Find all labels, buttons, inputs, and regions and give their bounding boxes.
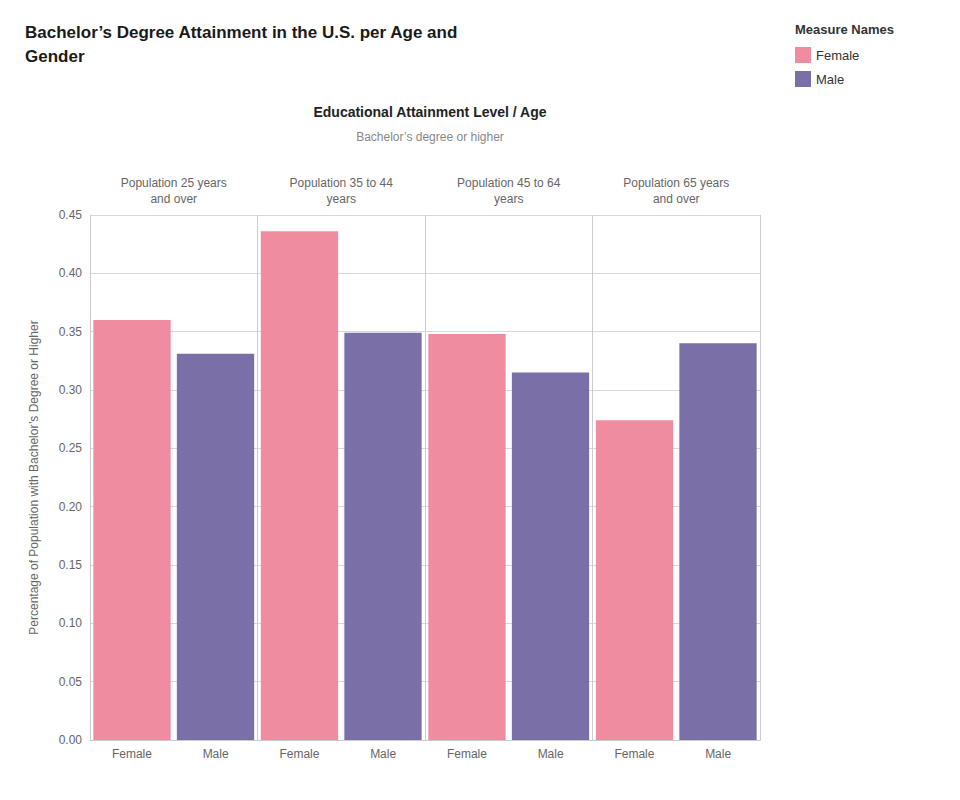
svg-text:0.00: 0.00	[59, 733, 83, 747]
svg-text:Gender: Gender	[25, 47, 85, 66]
svg-text:Population 65 years: Population 65 years	[623, 176, 729, 190]
svg-text:Male: Male	[816, 72, 844, 87]
svg-text:0.25: 0.25	[59, 441, 83, 455]
svg-text:Male: Male	[538, 747, 564, 761]
svg-text:0.30: 0.30	[59, 383, 83, 397]
svg-text:Measure Names: Measure Names	[795, 22, 894, 37]
svg-text:0.10: 0.10	[59, 616, 83, 630]
svg-text:Male: Male	[705, 747, 731, 761]
svg-text:Population 45 to 64: Population 45 to 64	[457, 176, 561, 190]
svg-text:Population 35 to 44: Population 35 to 44	[290, 176, 394, 190]
svg-text:Female: Female	[447, 747, 487, 761]
svg-text:years: years	[327, 192, 356, 206]
svg-text:Female: Female	[816, 48, 859, 63]
svg-text:Female: Female	[614, 747, 654, 761]
svg-text:and over: and over	[653, 192, 700, 206]
svg-text:Percentage of Population with: Percentage of Population with Bachelor’s…	[27, 320, 41, 634]
svg-text:0.40: 0.40	[59, 266, 83, 280]
svg-text:0.45: 0.45	[59, 208, 83, 222]
svg-text:Educational Attainment Level /: Educational Attainment Level / Age	[313, 104, 546, 120]
svg-text:Female: Female	[112, 747, 152, 761]
svg-text:Female: Female	[279, 747, 319, 761]
svg-text:Male: Male	[203, 747, 229, 761]
svg-text:and over: and over	[150, 192, 197, 206]
svg-text:Population 25 years: Population 25 years	[121, 176, 227, 190]
svg-text:0.35: 0.35	[59, 325, 83, 339]
svg-text:Bachelor’s degree or higher: Bachelor’s degree or higher	[356, 130, 504, 144]
svg-text:Male: Male	[370, 747, 396, 761]
svg-text:years: years	[494, 192, 523, 206]
svg-text:Bachelor’s Degree Attainment i: Bachelor’s Degree Attainment in the U.S.…	[25, 23, 457, 42]
svg-text:0.15: 0.15	[59, 558, 83, 572]
svg-text:0.05: 0.05	[59, 675, 83, 689]
svg-text:0.20: 0.20	[59, 500, 83, 514]
